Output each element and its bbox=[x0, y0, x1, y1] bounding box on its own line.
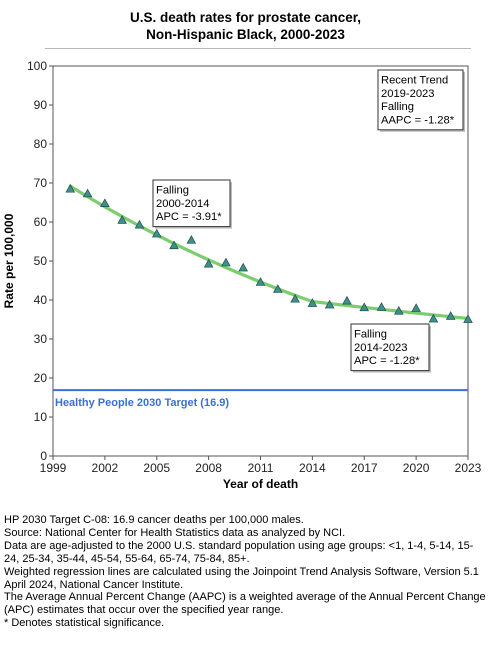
data-point-2001 bbox=[82, 188, 93, 198]
annotation-text-seg1: APC = -3.91* bbox=[156, 211, 222, 223]
data-point-2002 bbox=[100, 198, 110, 207]
data-point-2011 bbox=[255, 277, 266, 286]
y-tick-label: 0 bbox=[40, 449, 47, 463]
data-point-2014 bbox=[307, 298, 318, 307]
y-tick-label: 60 bbox=[34, 215, 48, 229]
x-axis-label: Year of death bbox=[223, 477, 298, 491]
footnote-source: Source: National Center for Health Stati… bbox=[4, 526, 346, 539]
chart-title: U.S. death rates for prostate cancer, No… bbox=[0, 9, 491, 43]
chart-title-line-2: Non-Hispanic Black, 2000-2023 bbox=[146, 27, 345, 42]
data-point-2009 bbox=[221, 257, 231, 267]
data-point-2008 bbox=[203, 258, 214, 268]
title-divider bbox=[45, 48, 471, 49]
x-tick-label: 2008 bbox=[195, 461, 222, 475]
data-point-2023 bbox=[463, 314, 473, 323]
chart-plot: 0 10 20 30 40 50 60 70 80 90 100 1999 2002 2005 2008 20… bbox=[2, 59, 482, 491]
data-point-2010 bbox=[238, 262, 249, 272]
y-axis-label: Rate per 100,000 bbox=[2, 213, 16, 308]
data-point-2012 bbox=[272, 284, 283, 293]
data-point-2004 bbox=[134, 219, 145, 229]
data-point-2006 bbox=[169, 240, 179, 250]
footnote-age-adjustment: Data are age-adjusted to the 2000 U.S. s… bbox=[4, 539, 474, 565]
x-tick-label: 2017 bbox=[351, 461, 378, 475]
y-tick-label: 70 bbox=[34, 176, 48, 190]
trend-segment-2 bbox=[310, 299, 470, 321]
footnote-significance: * Denotes statistical significance. bbox=[4, 617, 165, 630]
x-tick-label: 2020 bbox=[403, 461, 430, 475]
annotation-text-seg1: 2000-2014 bbox=[156, 198, 210, 210]
chart-title-line-1: U.S. death rates for prostate cancer, bbox=[129, 10, 362, 25]
target-label: Healthy People 2030 Target (16.9) bbox=[55, 397, 229, 409]
annotation-text-recent: Recent Trend bbox=[381, 75, 448, 87]
data-point-2019 bbox=[394, 305, 404, 315]
data-point-2015 bbox=[324, 299, 335, 309]
data-point-2007 bbox=[186, 235, 197, 244]
data-point-2017 bbox=[359, 302, 370, 312]
y-tick-label: 50 bbox=[34, 254, 48, 268]
annotation-box-seg1 bbox=[152, 179, 231, 228]
annotation-text-recent: AAPC = -1.28* bbox=[381, 114, 455, 126]
annotation-box-recent bbox=[377, 69, 464, 131]
y-tick-label: 30 bbox=[34, 332, 48, 346]
footnote-hp-target: HP 2030 Target C-08: 16.9 cancer deaths … bbox=[4, 514, 304, 526]
x-tick-label: 2011 bbox=[248, 461, 274, 475]
data-point-2021 bbox=[428, 313, 439, 323]
annotation-text-seg1: Falling bbox=[156, 185, 189, 197]
x-tick-label: 1999 bbox=[40, 461, 67, 475]
annotation-text-seg2: Falling bbox=[354, 329, 387, 341]
data-point-2003 bbox=[117, 215, 127, 224]
data-point-2016 bbox=[342, 295, 352, 305]
annotation-text-seg2: 2014-2023 bbox=[354, 342, 408, 354]
y-tick-label: 80 bbox=[34, 137, 48, 151]
annotation-text-seg2: APC = -1.28* bbox=[354, 355, 420, 367]
data-point-2020 bbox=[411, 303, 421, 312]
annotation-box-seg2 bbox=[350, 323, 430, 372]
x-tick-label: 2014 bbox=[299, 461, 326, 475]
annotation-text-recent: 2019-2023 bbox=[381, 88, 435, 100]
y-tick-label: 90 bbox=[34, 98, 48, 112]
y-tick-label: 10 bbox=[34, 410, 48, 424]
y-tick-label: 100 bbox=[27, 59, 47, 73]
trend-segment-1 bbox=[68, 184, 314, 304]
footnotes: HP 2030 Target C-08: 16.9 cancer deaths … bbox=[4, 514, 488, 630]
x-tick-label: 2002 bbox=[92, 461, 119, 475]
footnote-aapc: The Average Annual Percent Change (AAPC)… bbox=[4, 591, 486, 617]
x-tick-label: 2023 bbox=[455, 461, 482, 475]
data-point-2000 bbox=[65, 183, 76, 193]
x-tick-label: 2005 bbox=[143, 461, 170, 475]
data-point-2018 bbox=[376, 302, 387, 311]
y-tick-label: 20 bbox=[34, 371, 48, 385]
footnote-regression: Weighted regression lines are calculated… bbox=[4, 565, 479, 591]
annotation-text-recent: Falling bbox=[381, 101, 414, 113]
data-point-2013 bbox=[290, 293, 300, 303]
y-tick-label: 40 bbox=[34, 293, 48, 307]
data-point-2005 bbox=[151, 228, 162, 238]
data-point-2022 bbox=[445, 311, 456, 320]
